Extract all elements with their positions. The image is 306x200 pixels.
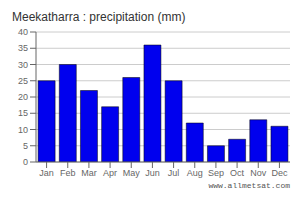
svg-text:0: 0 (23, 157, 28, 167)
svg-text:Nov: Nov (250, 168, 267, 178)
svg-text:40: 40 (18, 27, 28, 37)
svg-text:Jan: Jan (39, 168, 54, 178)
svg-text:35: 35 (18, 43, 28, 53)
svg-text:15: 15 (18, 108, 28, 118)
svg-text:25: 25 (18, 76, 28, 86)
svg-text:10: 10 (18, 125, 28, 135)
svg-text:May: May (123, 168, 141, 178)
svg-text:Dec: Dec (271, 168, 288, 178)
svg-text:Mar: Mar (81, 168, 97, 178)
svg-text:Jun: Jun (145, 168, 160, 178)
svg-text:20: 20 (18, 92, 28, 102)
svg-text:Feb: Feb (60, 168, 76, 178)
svg-text:Apr: Apr (103, 168, 117, 178)
svg-text:Jul: Jul (168, 168, 180, 178)
svg-text:Oct: Oct (230, 168, 245, 178)
svg-text:5: 5 (23, 141, 28, 151)
svg-text:Sep: Sep (208, 168, 224, 178)
svg-text:30: 30 (18, 60, 28, 70)
html-text:Meekatharra : precipitation (m: Meekatharra : precipitation (mm) (12, 10, 186, 24)
html-text:www.allmetsat.com: www.allmetsat.com (208, 181, 290, 190)
svg-text:Aug: Aug (187, 168, 203, 178)
